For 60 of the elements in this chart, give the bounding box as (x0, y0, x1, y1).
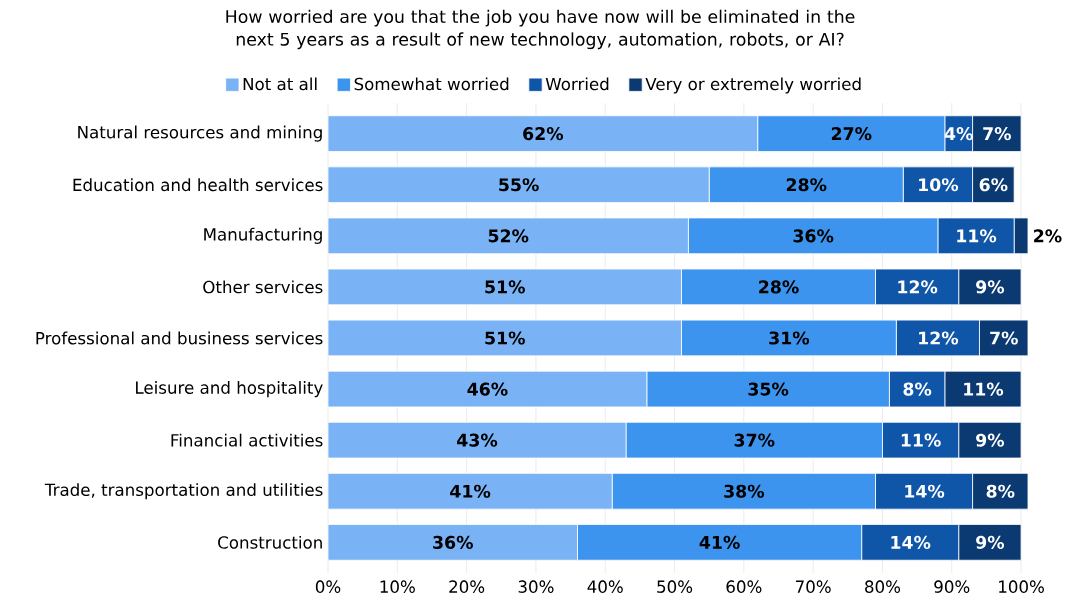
x-tick-label: 40% (587, 580, 623, 593)
x-tick-label: 90% (934, 580, 970, 593)
x-tick-label: 30% (518, 580, 554, 593)
y-tick-label: Professional and business services (36, 331, 323, 345)
legend-label: Not at all (243, 77, 317, 91)
data-label: 10% (919, 178, 959, 192)
x-tick-label: 50% (657, 580, 693, 593)
data-label: 11% (901, 433, 941, 447)
x-tick-label: 60% (726, 580, 762, 593)
data-label: 7% (983, 127, 1011, 141)
data-label: 12% (919, 331, 959, 345)
data-label: 28% (759, 280, 799, 294)
chart-title: How worried are you that the job you have now will be eliminated in the next 5 years as a result of new technology, automation, robots, or AI? (226, 9, 855, 50)
data-label: 2% (1034, 229, 1062, 243)
y-tick-label: Manufacturing (204, 227, 322, 244)
y-tick-label: Construction (218, 535, 322, 549)
data-label: 14% (905, 484, 945, 498)
data-label: 12% (898, 280, 938, 294)
data-label: 11% (964, 382, 1004, 396)
data-label: 28% (786, 178, 827, 192)
data-label: 36% (433, 535, 473, 549)
data-label: 43% (457, 433, 498, 447)
y-tick-label: Leisure and hospitality (136, 381, 323, 398)
legend-label: Somewhat worried (354, 77, 509, 91)
data-label: 51% (485, 280, 525, 294)
data-label: 31% (769, 331, 810, 345)
data-label: 41% (450, 484, 491, 498)
legend-label: Very or extremely worried (645, 77, 861, 94)
data-label: 36% (793, 229, 834, 243)
y-tick-label: Natural resources and mining (78, 125, 322, 142)
x-tick-label: 70% (795, 580, 831, 593)
data-label: 62% (523, 127, 564, 141)
data-label: 9% (976, 535, 1005, 549)
data-label: 8% (986, 484, 1015, 498)
data-label: 38% (724, 484, 765, 498)
data-label: 35% (748, 382, 789, 396)
y-tick-label: Other services (203, 280, 323, 294)
x-tick-label: 10% (380, 580, 415, 593)
data-label: 14% (891, 535, 931, 549)
y-tick-label: Education and health services (73, 178, 323, 192)
y-tick-label: Trade, transportation and utilities (44, 483, 323, 500)
data-label: 9% (976, 433, 1005, 447)
x-tick-label: 20% (449, 580, 485, 593)
x-tick-label: 0% (315, 580, 341, 593)
x-tick-label: 80% (865, 580, 901, 593)
data-label: 41% (699, 535, 740, 549)
data-label: 8% (903, 382, 932, 396)
y-tick-label: Financial activities (171, 433, 323, 447)
data-label: 27% (831, 127, 872, 141)
x-tick-label: 100% (999, 580, 1044, 593)
data-label: 51% (485, 331, 525, 345)
data-label: 11% (957, 229, 997, 243)
legend-label: Worried (545, 77, 609, 91)
data-label: 9% (976, 280, 1005, 294)
data-label: 7% (990, 331, 1018, 345)
data-label: 6% (979, 178, 1008, 192)
data-label: 46% (467, 382, 508, 396)
data-label: 52% (488, 229, 529, 243)
data-label: 55% (499, 178, 539, 192)
data-label: 37% (734, 433, 775, 447)
